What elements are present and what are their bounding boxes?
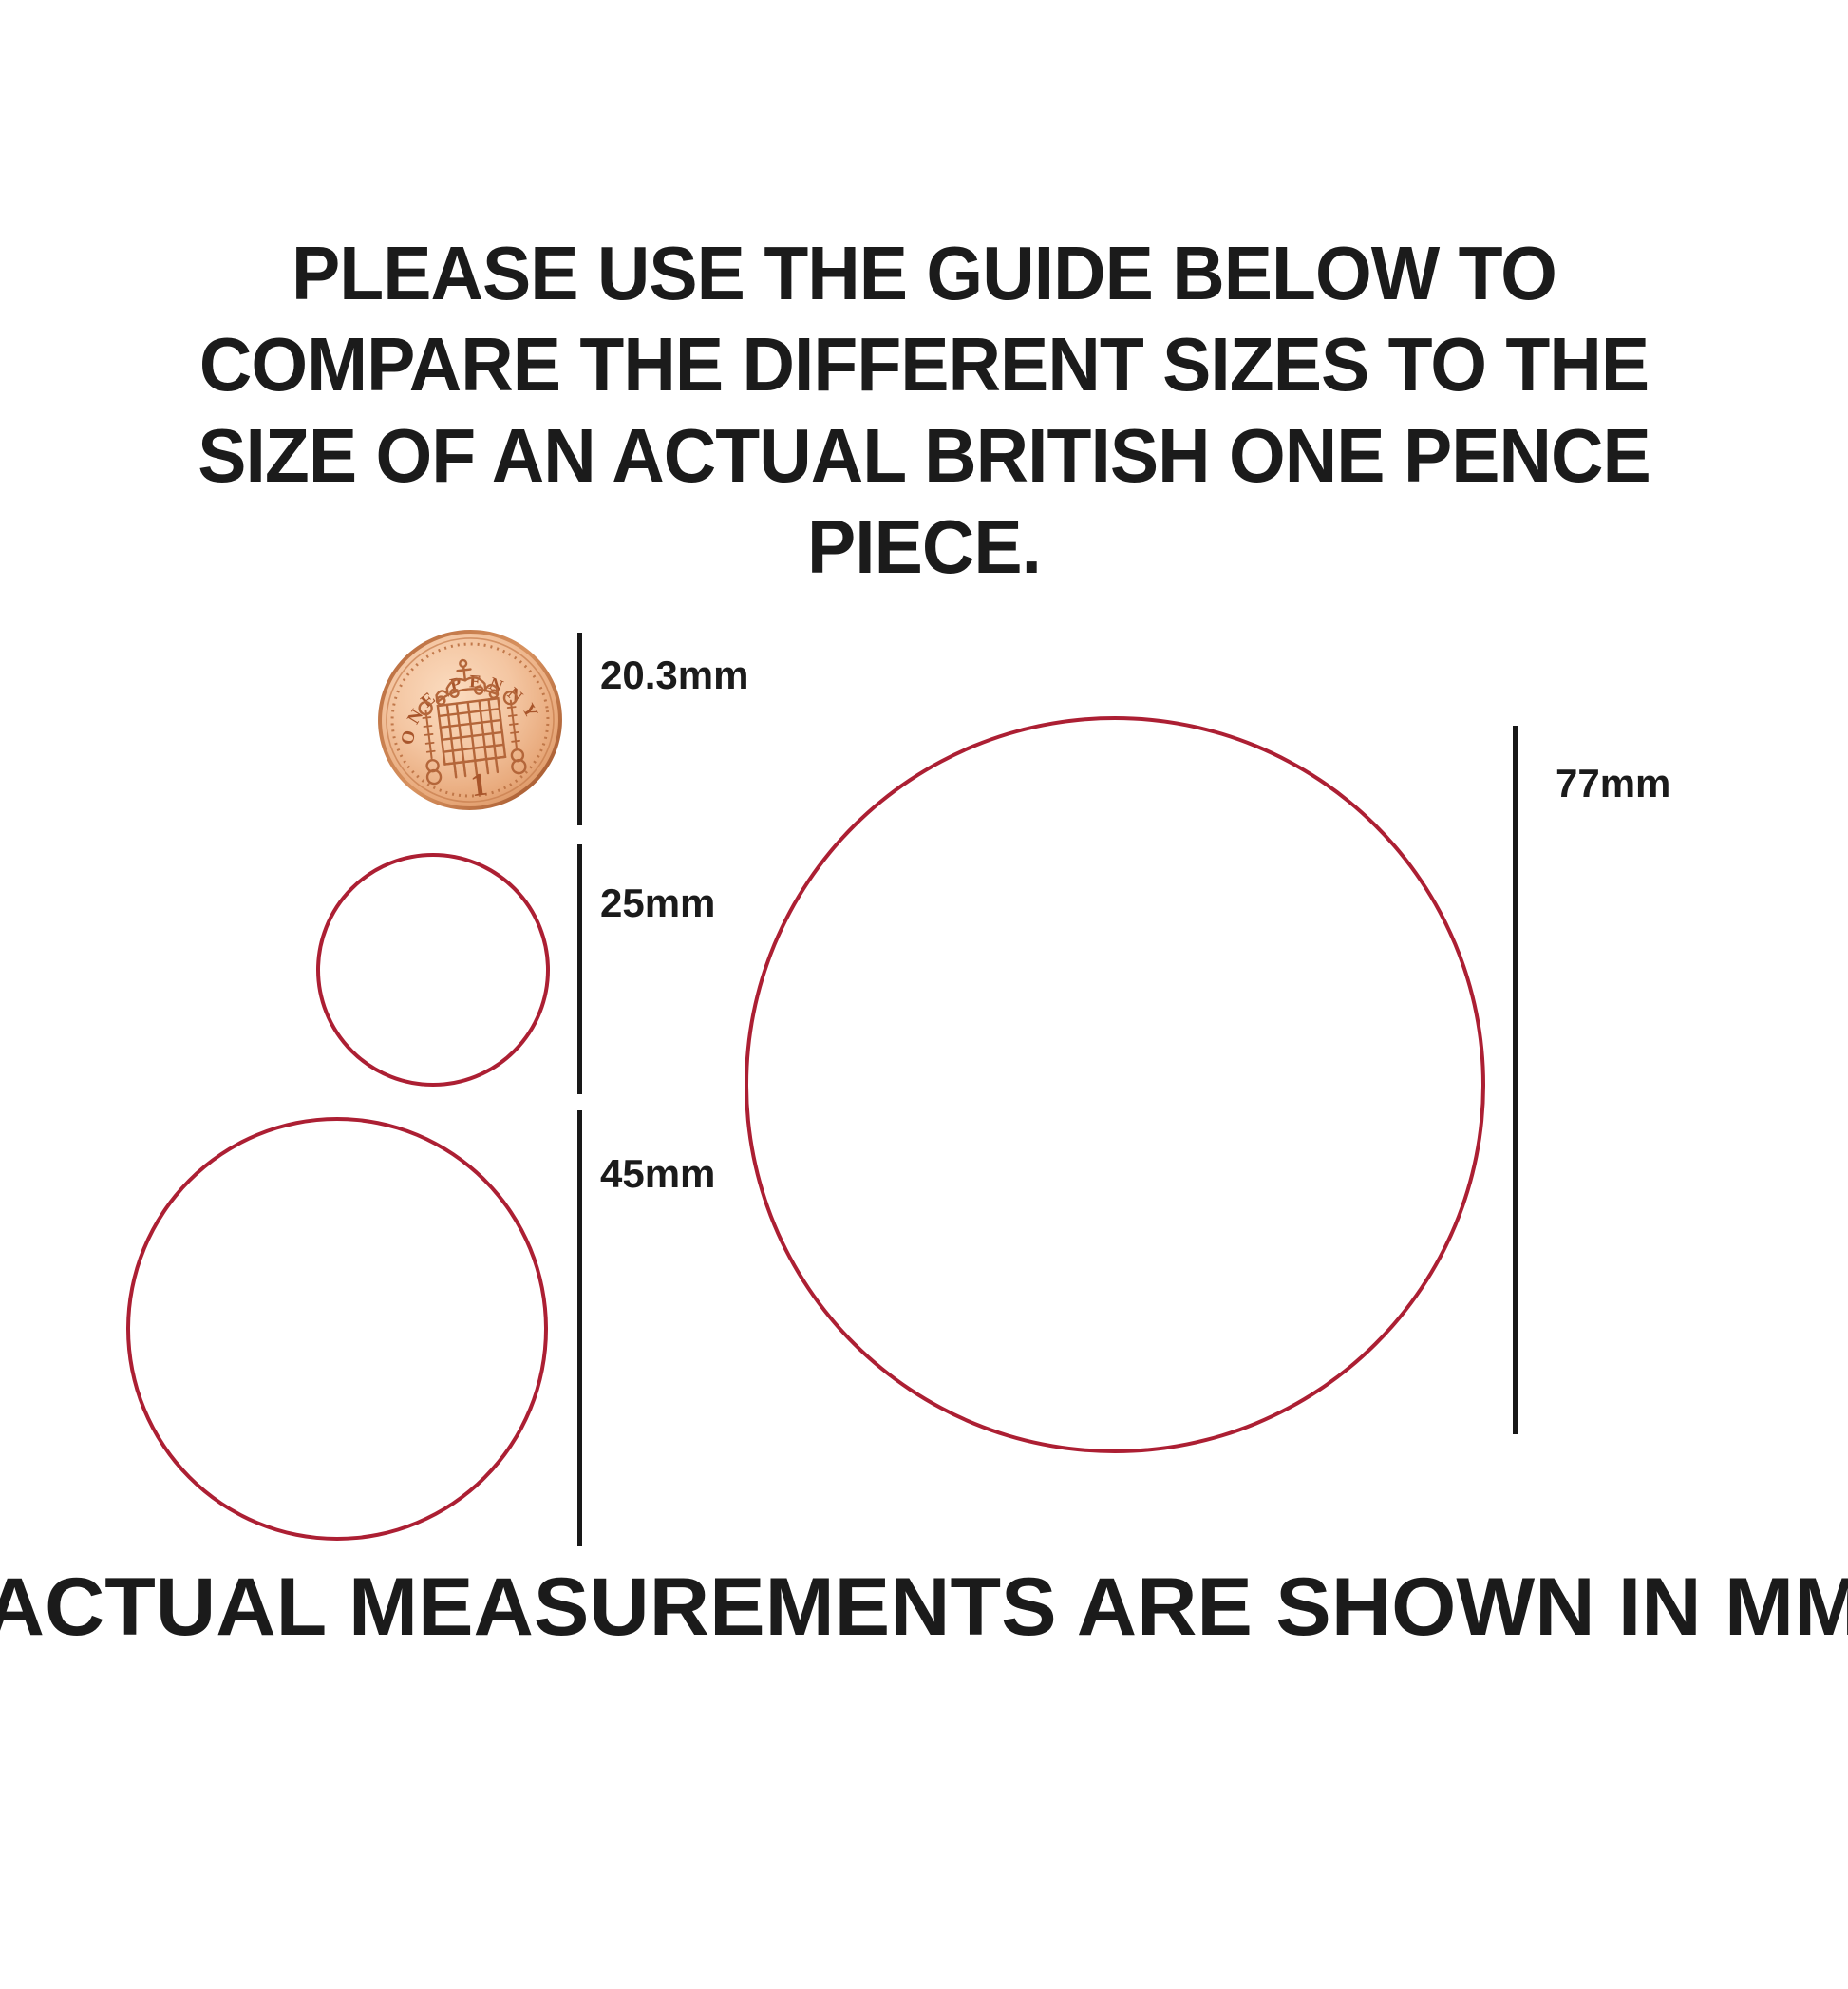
page-title-line-4: PIECE. [806, 504, 1042, 589]
one-pence-coin-image: ONE PENNY [373, 625, 567, 815]
dimension-tick-77mm [1513, 726, 1518, 1434]
dimension-label-45mm: 45mm [600, 1151, 716, 1196]
footer-note-text: ACTUAL MEASUREMENTS ARE SHOWN IN MM [0, 1562, 1848, 1653]
circle-45mm [126, 1117, 548, 1541]
dimension-label-77mm: 77mm [1556, 761, 1671, 805]
page-title: PLEASE USE THE GUIDE BELOW TO COMPARE TH… [0, 228, 1848, 593]
dimension-label-20-3mm: 20.3mm [600, 653, 749, 697]
page-title-line-1: PLEASE USE THE GUIDE BELOW TO [292, 231, 1557, 315]
footer-note: ACTUAL MEASUREMENTS ARE SHOWN IN MM [0, 1558, 1848, 1657]
dimension-tick-20-3mm [577, 633, 582, 825]
page-title-line-2: COMPARE THE DIFFERENT SIZES TO THE [198, 322, 1650, 407]
circle-25mm [316, 853, 550, 1087]
dimension-tick-45mm [577, 1110, 582, 1546]
coin-denomination-text: 1 [469, 767, 489, 804]
page-title-line-3: SIZE OF AN ACTUAL BRITISH ONE PENCE [198, 413, 1650, 498]
dimension-tick-25mm [577, 844, 582, 1094]
dimension-label-25mm: 25mm [600, 881, 716, 925]
circle-77mm [745, 716, 1485, 1453]
